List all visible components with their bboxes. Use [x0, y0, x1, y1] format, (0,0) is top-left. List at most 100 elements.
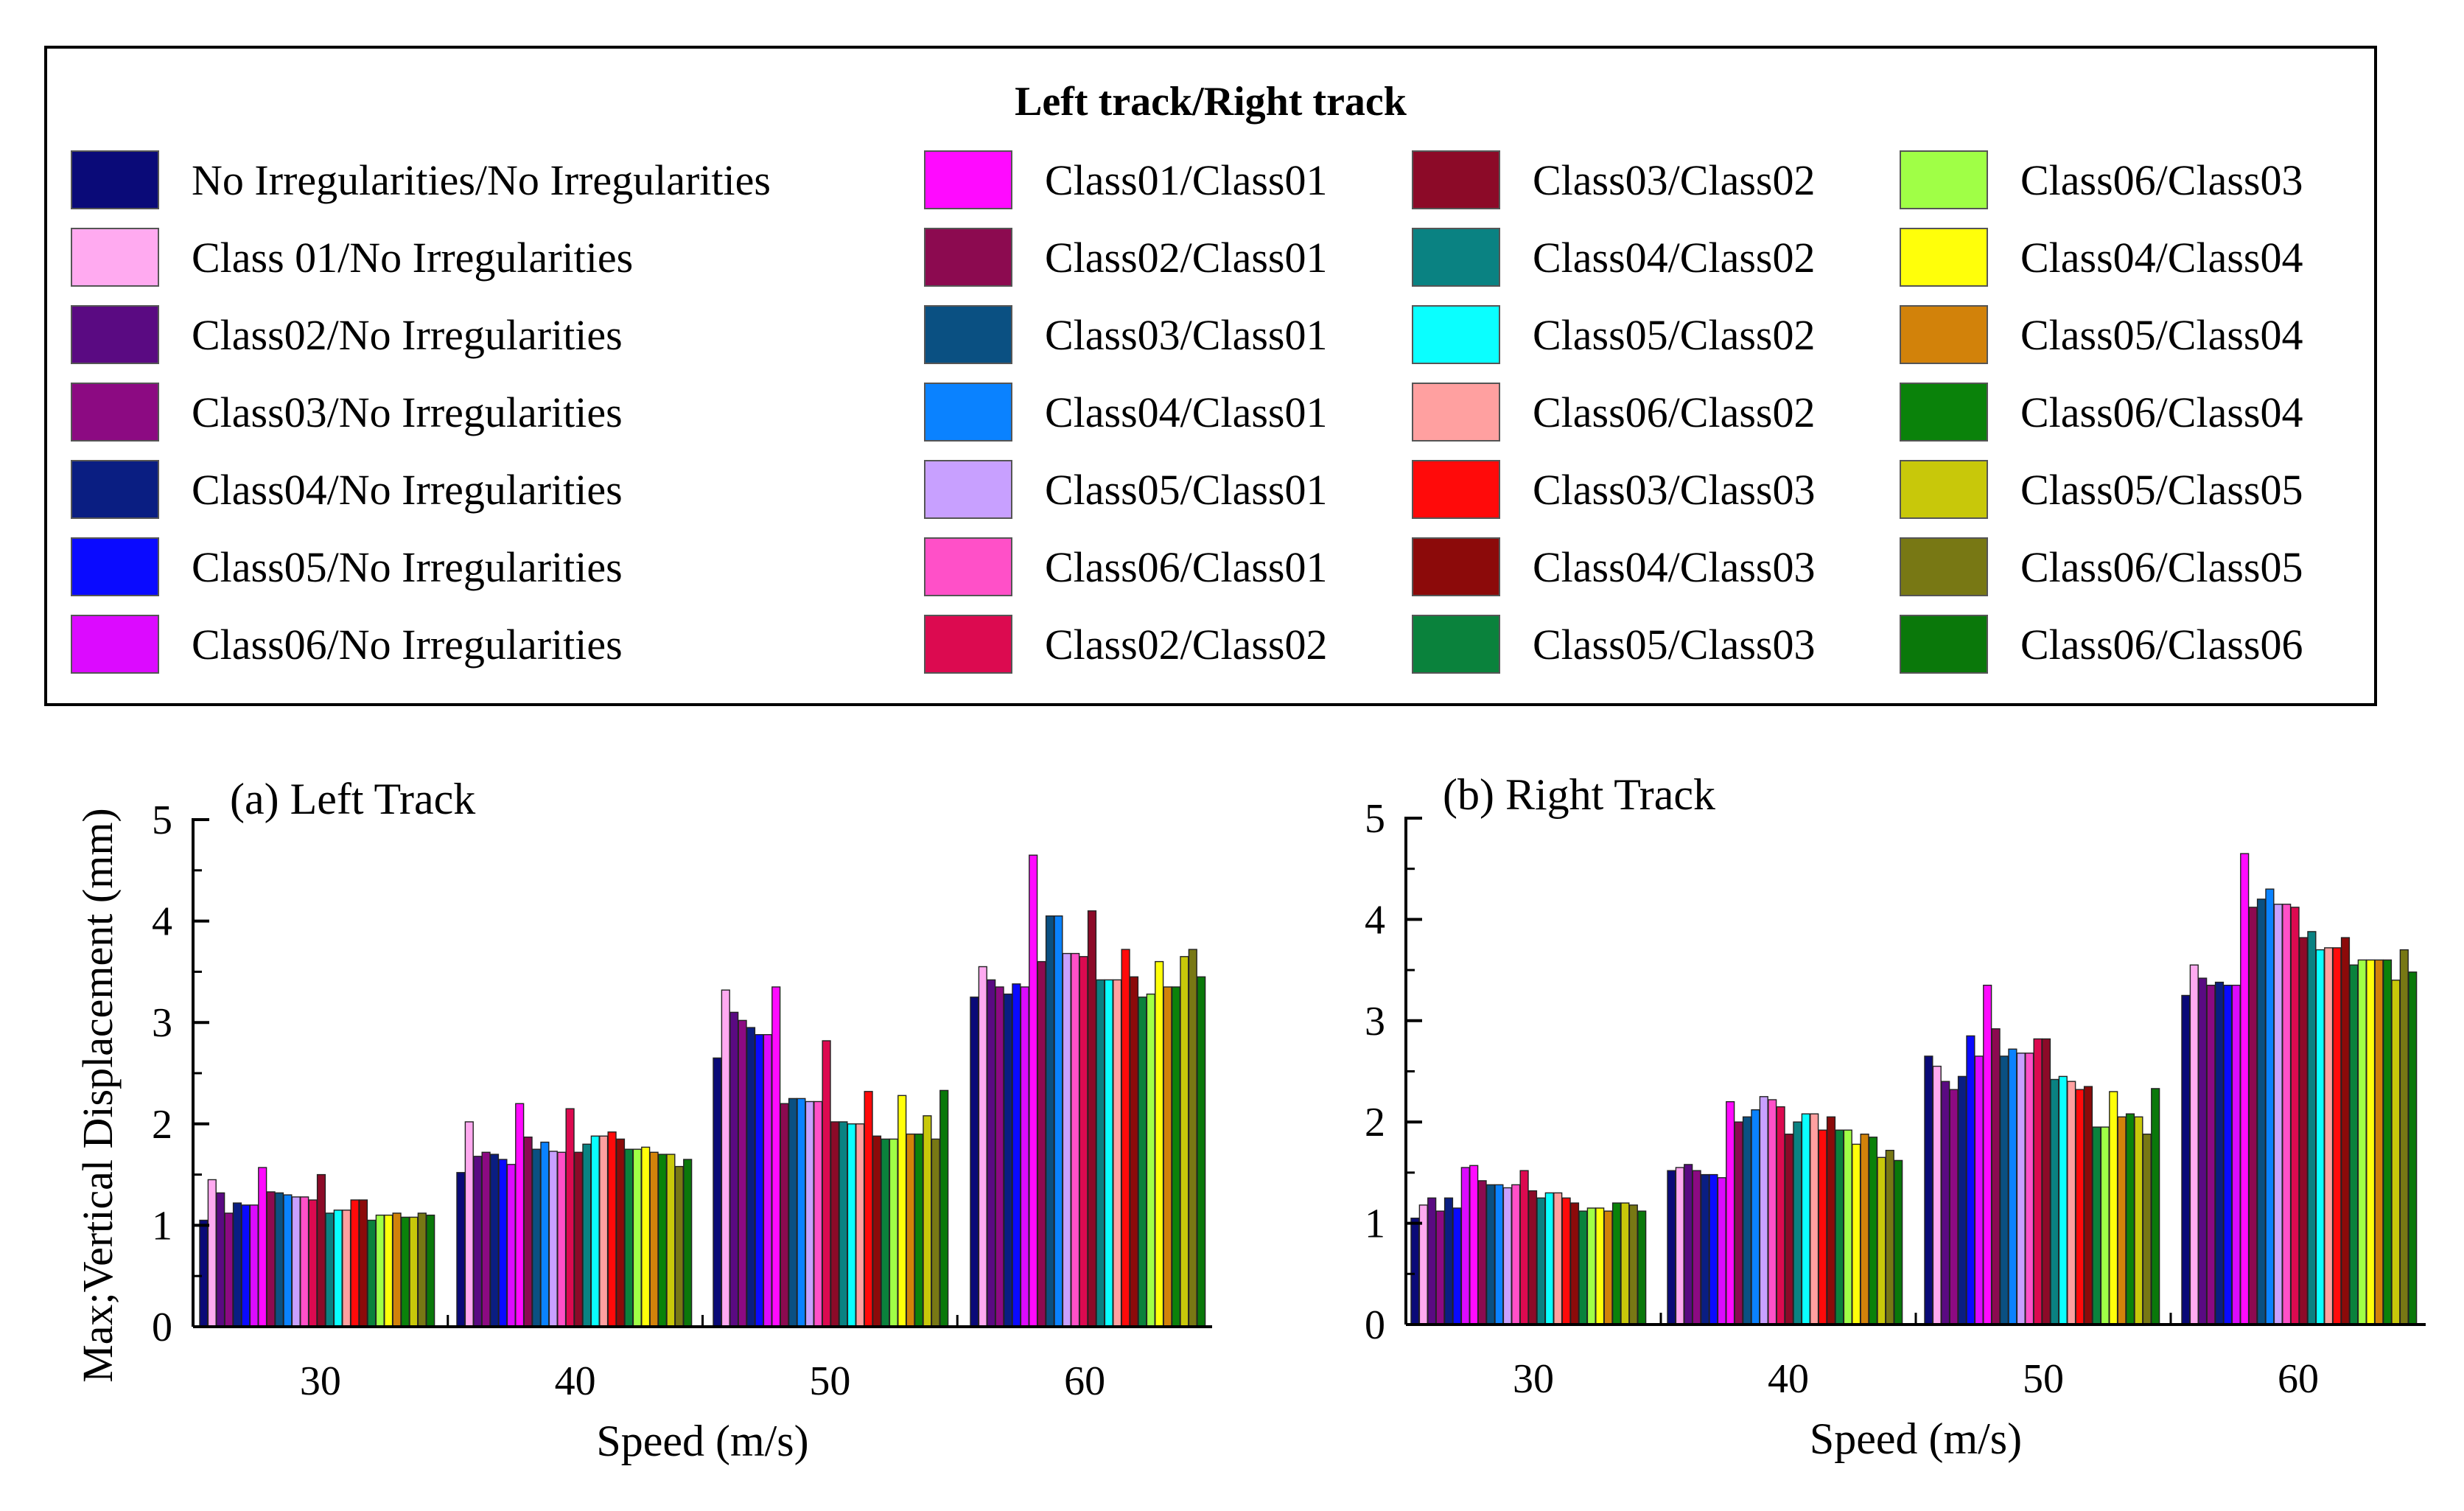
bar	[805, 1100, 814, 1327]
y-tick-label: 0	[1365, 1302, 1385, 1348]
bar	[300, 1196, 309, 1327]
legend-label: Class04/Class02	[1533, 233, 1816, 282]
bar	[308, 1199, 318, 1327]
bar	[632, 1148, 642, 1327]
bar	[1835, 1129, 1844, 1325]
legend-swatch	[1412, 228, 1500, 287]
bar	[1810, 1113, 1819, 1325]
legend-item: Class06/Class05	[1900, 536, 2303, 598]
bar	[2366, 959, 2376, 1325]
bar	[1983, 984, 1992, 1325]
bar	[641, 1146, 651, 1327]
bar	[721, 989, 730, 1327]
bar	[2256, 898, 2267, 1325]
bar	[1460, 1167, 1470, 1325]
bar	[489, 1154, 500, 1327]
bar	[2349, 964, 2359, 1325]
legend-label: Class02/No Irregularities	[192, 310, 623, 359]
legend-swatch	[924, 150, 1012, 209]
legend-label: Class05/Class03	[1533, 620, 1816, 669]
bar	[1991, 1028, 2001, 1325]
bar	[249, 1204, 259, 1327]
bar	[1519, 1170, 1529, 1325]
y-axis-label: Max;Vertical Displacement (mm)	[74, 808, 122, 1383]
bar	[1054, 915, 1063, 1327]
x-tick-label: 40	[555, 1358, 596, 1404]
bar	[1932, 1065, 1942, 1325]
bar	[1188, 949, 1197, 1327]
bar	[931, 1138, 940, 1327]
bar	[2332, 947, 2342, 1325]
bar	[771, 986, 781, 1327]
bar	[1709, 1173, 1718, 1325]
legend-item: Class 01/No Irregularities	[71, 226, 633, 288]
bar	[1485, 1184, 1496, 1325]
bar	[970, 997, 979, 1327]
bar	[333, 1210, 343, 1327]
bar	[822, 1040, 831, 1327]
bar	[456, 1172, 466, 1327]
bar	[1079, 956, 1088, 1327]
bar	[2273, 904, 2283, 1325]
bar	[729, 1011, 739, 1327]
legend-swatch	[1900, 305, 1988, 364]
bar	[2083, 1086, 2093, 1325]
bar	[1410, 1217, 1420, 1325]
legend-item: Class02/Class01	[924, 226, 1328, 288]
legend-label: Class04/No Irregularities	[192, 465, 623, 514]
legend-swatch	[1412, 305, 1500, 364]
bar	[506, 1164, 516, 1327]
legend-label: Class04/Class01	[1045, 388, 1328, 436]
legend-swatch	[1412, 615, 1500, 674]
bar	[2382, 959, 2393, 1325]
bar	[1477, 1180, 1487, 1325]
legend-item: Class05/Class01	[924, 458, 1328, 520]
legend-label: Class03/Class02	[1533, 156, 1816, 204]
legend-item: Class02/No Irregularities	[71, 304, 623, 366]
bar	[1146, 993, 1155, 1327]
bar	[1894, 1159, 1903, 1325]
bar	[224, 1212, 234, 1327]
bar	[540, 1141, 550, 1327]
bar	[1527, 1190, 1538, 1325]
bar	[2100, 1126, 2110, 1325]
bar	[1595, 1207, 1605, 1325]
bar	[498, 1159, 508, 1327]
y-tick-label: 2	[1365, 1100, 1385, 1145]
x-tick-label: 50	[2023, 1356, 2064, 1402]
bar	[392, 1212, 402, 1327]
legend-swatch	[1900, 150, 1988, 209]
bar	[1637, 1210, 1647, 1325]
bar	[1759, 1096, 1768, 1325]
bar	[914, 1133, 924, 1327]
bar	[897, 1095, 907, 1327]
bar	[2050, 1078, 2059, 1325]
bar	[855, 1123, 865, 1327]
bar	[2265, 888, 2275, 1325]
legend-label: Class05/Class02	[1533, 310, 1816, 359]
bar	[1717, 1177, 1726, 1325]
bar	[1620, 1202, 1630, 1325]
legend-swatch	[71, 305, 159, 364]
bar	[464, 1121, 474, 1327]
legend-item: Class06/Class06	[1900, 613, 2303, 675]
legend-swatch	[71, 537, 159, 596]
bar	[788, 1098, 798, 1327]
bar	[2125, 1113, 2135, 1325]
bar	[481, 1151, 491, 1327]
bar	[1611, 1202, 1622, 1325]
bar	[258, 1167, 267, 1327]
bar	[1603, 1210, 1613, 1325]
legend-label: Class06/Class05	[2020, 542, 2303, 591]
bar	[763, 1033, 772, 1327]
legend-item: Class04/No Irregularities	[71, 458, 623, 520]
bar	[2134, 1116, 2143, 1325]
bar	[599, 1135, 609, 1327]
bar	[1138, 997, 1147, 1327]
bar	[1999, 1055, 2009, 1325]
bar	[1675, 1167, 1684, 1325]
bar	[624, 1148, 634, 1327]
bar	[1843, 1129, 1852, 1325]
bar	[797, 1098, 806, 1327]
bar	[2033, 1038, 2043, 1325]
